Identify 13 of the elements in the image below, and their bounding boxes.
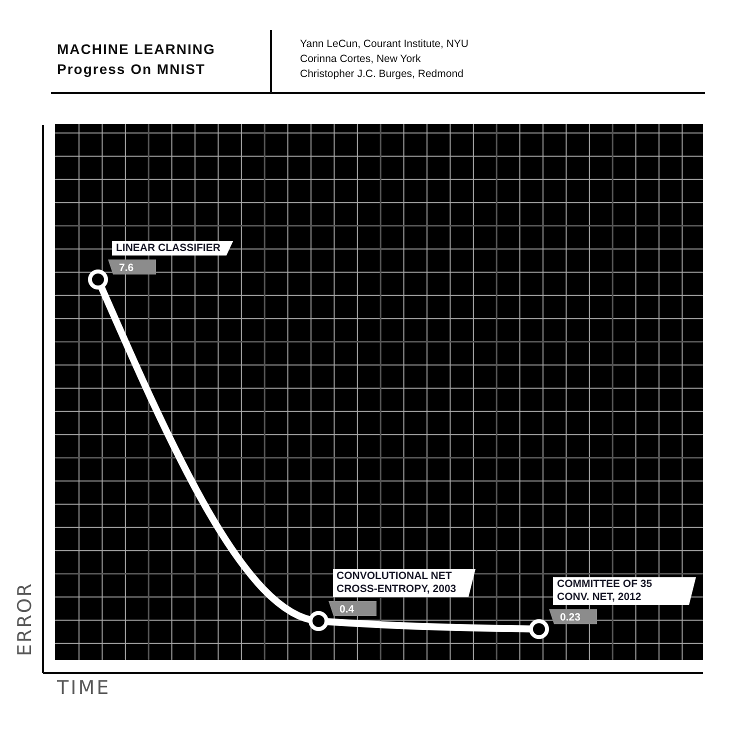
text: LINEAR CLASSIFIER (116, 242, 220, 254)
text: Yann LeCun, Courant Institute, NYU (300, 38, 468, 51)
x-axis-title: TIME (57, 677, 111, 699)
annotation: COMMITTEE OF 35 CONV. NET, 2012 (557, 578, 654, 604)
annotation: CONVOLUTIONAL NET CROSS-ENTROPY, 2003 (336, 570, 458, 596)
data-label: 0.23 (560, 612, 581, 624)
data-label: 7.6 (119, 262, 134, 274)
chart-subtitle: Progress On MNIST (57, 61, 206, 77)
y-axis-title: ERROR (14, 582, 36, 656)
chart-title: MACHINE LEARNING (57, 41, 216, 57)
text: Christopher J.C. Burges, Redmond (300, 68, 464, 81)
text: Corinna Cortes, New York (300, 53, 421, 66)
data-label: 0.4 (340, 604, 354, 616)
